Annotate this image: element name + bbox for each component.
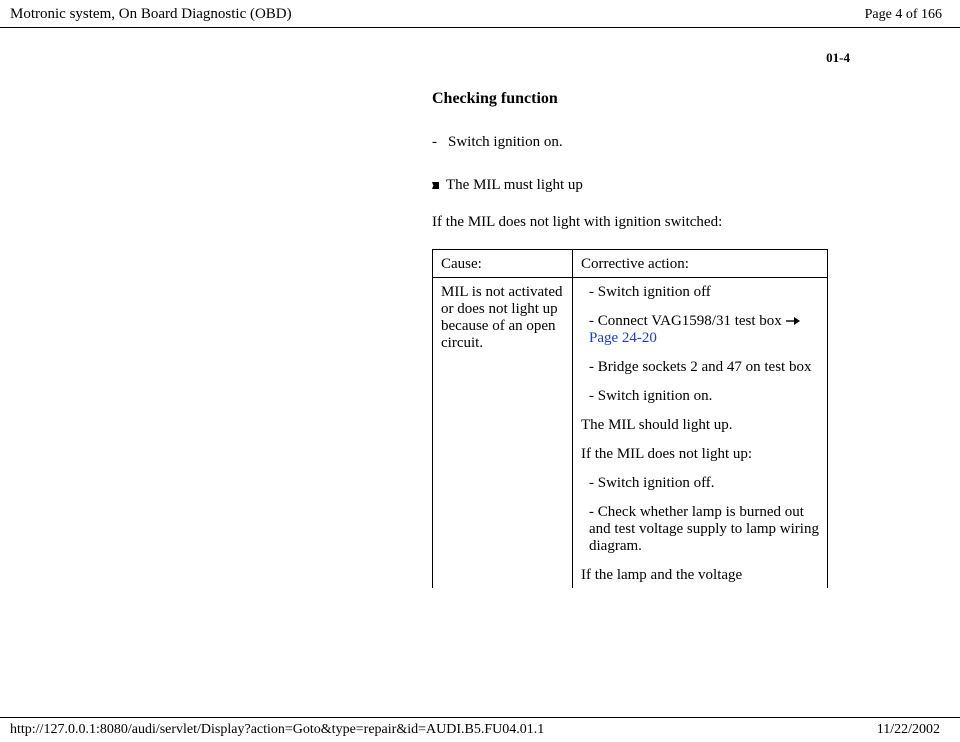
action-item: - Check whether lamp is burned out and t… [581,504,819,555]
action-item: - Connect VAG1598/31 test box Page 24-20 [581,313,819,347]
content-area: Checking function - Switch ignition on. … [0,90,960,588]
page-header: Motronic system, On Board Diagnostic (OB… [0,0,960,28]
action-item: - Switch ignition on. [581,388,819,405]
doc-title: Motronic system, On Board Diagnostic (OB… [10,6,292,23]
header-action: Corrective action: [573,250,828,278]
page-link[interactable]: Page 24-20 [589,330,657,346]
action-text: - Connect VAG1598/31 test box [589,313,786,329]
dash-step: - Switch ignition on. [432,134,845,151]
action-continuation: If the lamp and the voltage [581,567,819,584]
section-title: Checking function [432,90,845,108]
action-result: The MIL should light up. [581,417,819,434]
action-item: - Switch ignition off. [581,475,819,492]
dash-step-text: Switch ignition on. [448,134,563,151]
table-header-row: Cause: Corrective action: [433,250,828,278]
content-fade [0,696,960,718]
section-page-number: 01-4 [0,28,960,66]
footer-date: 11/22/2002 [877,722,940,738]
action-condition: If the MIL does not light up: [581,446,819,463]
table-row: MIL is not activated or does not light u… [433,278,828,589]
condition-paragraph: If the MIL does not light with ignition … [432,214,845,231]
action-item: - Bridge sockets 2 and 47 on test box [581,359,819,376]
footer-url: http://127.0.0.1:8080/audi/servlet/Displ… [10,722,544,738]
dash-marker: - [432,134,448,151]
bullet-step-text: The MIL must light up [446,177,583,194]
bullet-icon [432,177,446,193]
page-of-total: Page 4 of 166 [865,7,942,23]
cause-cell: MIL is not activated or does not light u… [433,278,573,589]
header-cause: Cause: [433,250,573,278]
action-item: - Switch ignition off [581,284,819,301]
arrow-icon [786,314,800,324]
bullet-step: The MIL must light up [432,177,845,194]
page-footer: http://127.0.0.1:8080/audi/servlet/Displ… [0,717,960,742]
action-cell: - Switch ignition off - Connect VAG1598/… [573,278,828,589]
diagnostic-table: Cause: Corrective action: MIL is not act… [432,249,828,588]
